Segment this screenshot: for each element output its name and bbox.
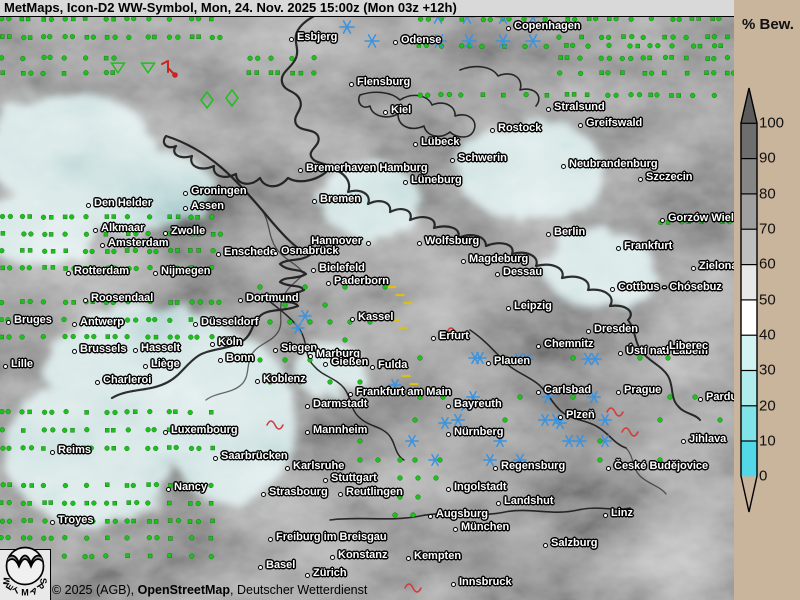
svg-text:M: M [21,588,29,598]
svg-text:S: S [38,578,48,585]
